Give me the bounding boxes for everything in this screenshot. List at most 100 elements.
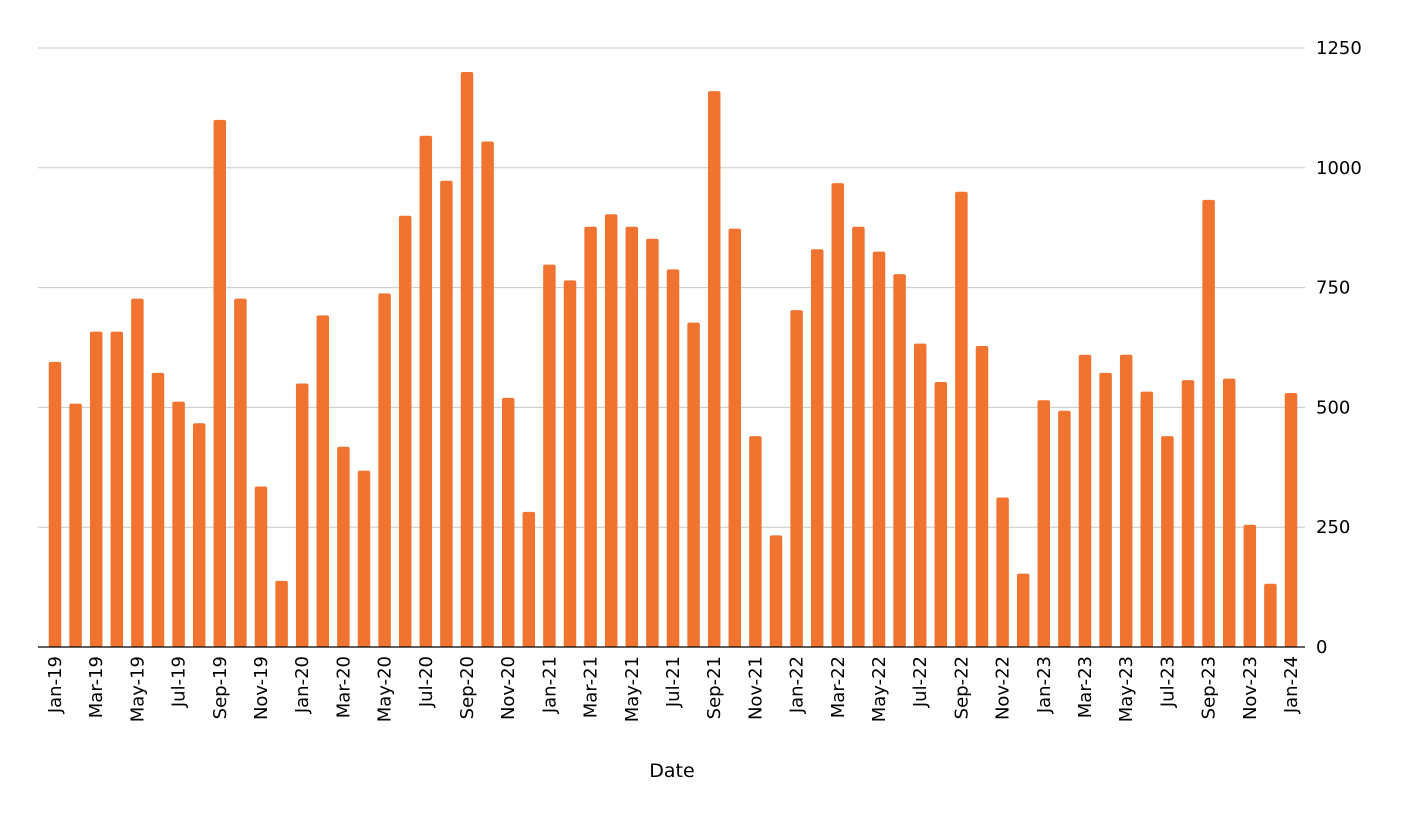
bar: Sep-21: 1160 (707, 91, 721, 648)
bar: Apr-22: 877 (852, 226, 865, 648)
bar: Jun-19: 572 (151, 372, 165, 647)
x-tick-label: Nov-19 (251, 656, 272, 720)
bar: Dec-22: 153 (1016, 573, 1030, 647)
bar: Apr-21: 903 (604, 214, 618, 647)
y-tick-label: 750 (1316, 278, 1350, 299)
y-tick-label: 500 (1316, 397, 1350, 418)
bar: Feb-20: 692 (316, 315, 330, 647)
bar: Sep-23: 933 (1202, 199, 1215, 647)
bar: Nov-20: 520 (501, 397, 515, 647)
x-tick-label: Sep-22 (951, 656, 972, 719)
x-tick-label: Jan-22 (787, 656, 808, 714)
x-tick-label: Mar-23 (1075, 656, 1096, 718)
bar: Apr-19: 658 (110, 331, 124, 647)
bar: Jul-21: 788 (666, 269, 680, 647)
x-tick-label: Sep-19 (210, 656, 231, 719)
x-tick-label: Sep-23 (1199, 656, 1220, 719)
bar: Jan-19: 595 (48, 361, 62, 647)
x-tick-label: Jan-24 (1281, 656, 1302, 714)
x-tick-label: Jul-21 (663, 656, 684, 708)
bar: Aug-20: 973 (440, 180, 453, 647)
x-tick-label: Jul-20 (416, 656, 437, 708)
bar: May-22: 825 (872, 251, 886, 647)
x-tick-label: May-23 (1116, 656, 1137, 722)
x-tick-label: Sep-21 (704, 656, 725, 719)
bar: Mar-23: 610 (1078, 354, 1092, 647)
y-tick-label: 0 (1316, 637, 1327, 658)
bar: Dec-20: 282 (522, 511, 536, 647)
bar: Nov-22: 312 (996, 497, 1009, 647)
y-tick-label: 1000 (1316, 158, 1362, 179)
bar: Sep-22: 950 (955, 191, 968, 647)
x-tick-label: Nov-23 (1240, 656, 1261, 720)
bar: Jun-21: 852 (646, 238, 659, 647)
x-tick-label: Jan-21 (539, 656, 560, 714)
x-tick-label: May-20 (375, 656, 396, 722)
bar: Dec-23: 132 (1264, 583, 1277, 647)
bar: Nov-23: 255 (1243, 524, 1257, 647)
bar: Aug-22: 553 (934, 382, 948, 647)
x-tick-label: Nov-22 (993, 656, 1014, 720)
bars: Jan-19: 595 Feb-19: 508 Mar-19: 658 Apr-19:… (48, 71, 1298, 648)
x-tick-label: Nov-20 (498, 656, 519, 720)
bar: Jan-21: 798 (543, 264, 556, 647)
bar: Dec-21: 233 (769, 535, 783, 647)
x-tick-label: Jul-22 (910, 656, 931, 708)
x-tick-label: Jan-23 (1034, 656, 1055, 714)
y-tick-labels: 0 250 500 750 1000 1250 (1316, 38, 1362, 658)
bar: May-23: 610 (1119, 354, 1133, 647)
bar: Jan-24: 530 (1284, 393, 1298, 647)
bar: Feb-21: 765 (563, 280, 577, 647)
x-tick-label: May-22 (869, 656, 890, 722)
bar: Jul-23: 440 (1161, 436, 1174, 647)
bar: Jul-19: 512 (172, 401, 185, 647)
bar: Nov-19: 335 (254, 486, 268, 647)
bar: Mar-22: 968 (831, 183, 845, 647)
bar: Mar-19: 658 (89, 331, 103, 647)
x-tick-label: Nov-21 (745, 656, 766, 720)
bar: May-19: 727 (131, 298, 144, 647)
x-tick-label: Mar-22 (828, 656, 849, 718)
x-tick-label: May-21 (622, 656, 643, 722)
bar: Sep-19: 1100 (213, 119, 227, 647)
x-tick-label: Jan-20 (292, 656, 313, 714)
bar: Aug-23: 557 (1181, 380, 1195, 647)
x-axis-label: Date (649, 760, 694, 782)
x-tick-label: Jul-19 (169, 656, 190, 708)
bar: Jul-22: 633 (913, 343, 927, 647)
x-tick-label: May-19 (127, 656, 148, 722)
bar: Aug-19: 467 (192, 423, 206, 647)
bar: Oct-23: 560 (1222, 378, 1236, 647)
bar: Jun-20: 900 (398, 215, 412, 647)
bar: Aug-21: 677 (687, 322, 700, 647)
x-tick-label: Mar-20 (333, 656, 354, 718)
bar: Dec-19: 138 (275, 580, 288, 647)
x-tick-label: Mar-19 (86, 656, 107, 718)
x-tick-label: Jan-19 (45, 656, 66, 714)
y-tick-label: 1250 (1316, 38, 1362, 59)
bar: Oct-22: 628 (975, 346, 989, 647)
bar: Jan-22: 703 (790, 310, 803, 647)
bar: Mar-20: 418 (337, 446, 350, 647)
bar: Jan-20: 550 (295, 383, 309, 647)
bar: Oct-19: 727 (234, 298, 247, 647)
bar: Jul-20: 1067 (419, 135, 433, 647)
bar: Oct-21: 873 (728, 228, 742, 648)
bar: Apr-20: 368 (357, 470, 371, 647)
bar: Jan-23: 515 (1037, 400, 1051, 647)
bar: May-21: 877 (625, 226, 639, 648)
bar: Feb-22: 830 (810, 249, 824, 648)
bar: Oct-20: 1055 (481, 141, 494, 647)
bar: Sep-20: 1200 (460, 71, 474, 647)
bar: May-20: 738 (378, 293, 391, 647)
x-tick-label: Mar-21 (581, 656, 602, 718)
bar: Nov-21: 440 (749, 436, 762, 647)
bar: Jun-23: 533 (1140, 391, 1154, 647)
y-tick-label: 250 (1316, 517, 1350, 538)
bar: Jun-22: 778 (893, 274, 906, 647)
bar: Feb-23: 493 (1058, 410, 1071, 647)
bar: Feb-19: 508 (69, 403, 82, 647)
x-tick-label: Jul-23 (1157, 656, 1178, 708)
x-tick-labels: Jan-19 Mar-19 May-19 Jul-19 Sep-19 Nov-19 Jan-… (45, 656, 1302, 722)
